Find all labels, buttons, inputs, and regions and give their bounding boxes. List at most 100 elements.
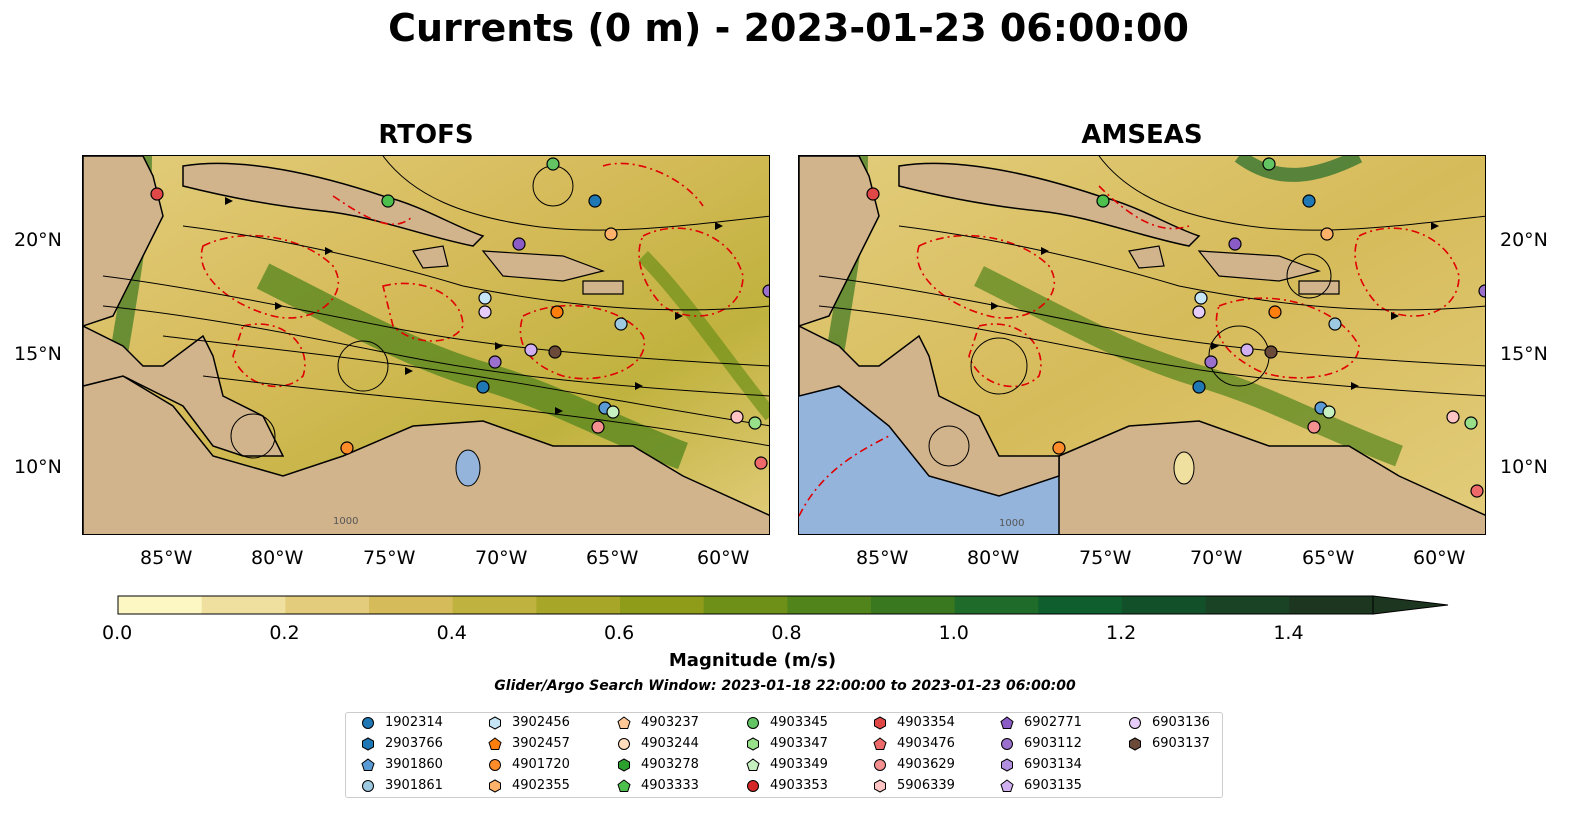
streamlines bbox=[102, 156, 769, 459]
land-puerto-rico bbox=[582, 280, 624, 295]
legend-marker-icon bbox=[361, 757, 375, 771]
float-markers bbox=[150, 157, 769, 470]
bathymetry-contour-label: 1000 bbox=[999, 518, 1024, 529]
colorbar-segment bbox=[1122, 596, 1207, 614]
streamline-arrows bbox=[225, 197, 723, 415]
colorbar-segment bbox=[787, 596, 872, 614]
lon-tick-label: 80°W bbox=[251, 547, 304, 569]
legend-label: 4903244 bbox=[641, 736, 699, 751]
land-south-america bbox=[83, 375, 769, 534]
legend-label: 1902314 bbox=[385, 715, 443, 730]
legend-item: 4903629 bbox=[873, 757, 955, 772]
legend-label: 6902771 bbox=[1024, 715, 1082, 730]
legend-label: 4903237 bbox=[641, 715, 699, 730]
legend-item: 2903766 bbox=[361, 736, 443, 751]
current-band bbox=[1234, 156, 1363, 182]
legend-marker-icon bbox=[489, 778, 501, 793]
lon-tick-label: 60°W bbox=[697, 547, 750, 569]
current-band bbox=[974, 266, 1403, 467]
lon-tick-label: 70°W bbox=[1190, 547, 1243, 569]
legend-marker-icon bbox=[489, 758, 501, 771]
legend-marker-icon bbox=[1001, 757, 1013, 772]
legend-label: 4901720 bbox=[512, 757, 570, 772]
legend-label: 4903353 bbox=[770, 778, 828, 793]
land-central-america bbox=[799, 325, 1060, 497]
legend-label: 4903476 bbox=[897, 736, 955, 751]
legend-marker-icon bbox=[618, 737, 630, 750]
map-panel-rtofs: 1000 bbox=[82, 155, 770, 535]
colorbar-segment bbox=[871, 596, 956, 614]
lat-tick-label: 15°N bbox=[14, 343, 62, 365]
legend-marker-icon bbox=[362, 779, 374, 792]
legend-item: 1902314 bbox=[361, 715, 443, 730]
legend-item: 5906339 bbox=[873, 778, 955, 793]
legend-item: 4903353 bbox=[746, 778, 828, 793]
legend-item: 4903347 bbox=[746, 736, 828, 751]
lon-tick-label: 60°W bbox=[1413, 547, 1466, 569]
land-south-america bbox=[1058, 420, 1485, 534]
legend-label: 4903349 bbox=[770, 757, 828, 772]
bathymetry-contour-label: 1000 bbox=[333, 516, 358, 527]
colorbar-segment bbox=[620, 596, 705, 614]
colorbar-tick-label: 0.0 bbox=[102, 622, 133, 644]
legend-label: 6903135 bbox=[1024, 778, 1082, 793]
land-yucatan bbox=[83, 156, 164, 327]
colorbar-segments bbox=[117, 595, 1374, 615]
search-window-text: Glider/Argo Search Window: 2023-01-18 22… bbox=[494, 678, 1076, 694]
lat-tick-label: 10°N bbox=[14, 456, 62, 478]
colorbar-segment bbox=[1038, 596, 1123, 614]
colorbar-segment bbox=[1289, 596, 1374, 614]
land-jamaica bbox=[1128, 245, 1165, 269]
colorbar-segment bbox=[369, 596, 454, 614]
legend-label: 4903347 bbox=[770, 736, 828, 751]
legend-marker-icon bbox=[873, 736, 887, 750]
float-markers bbox=[866, 157, 1485, 498]
colorbar-segment bbox=[201, 596, 286, 614]
legend-marker-icon bbox=[1001, 737, 1013, 750]
legend-item: 6903112 bbox=[1000, 736, 1082, 751]
legend-marker-icon bbox=[874, 715, 886, 730]
legend-item: 4903244 bbox=[617, 736, 699, 751]
figure-title: Currents (0 m) - 2023-01-23 06:00:00 bbox=[388, 6, 1189, 50]
colorbar-segment bbox=[452, 596, 537, 614]
lon-tick-label: 75°W bbox=[1079, 547, 1132, 569]
legend-item: 6903136 bbox=[1128, 715, 1210, 730]
legend-item: 4903333 bbox=[617, 778, 699, 793]
colorbar-tick-label: 0.6 bbox=[604, 622, 635, 644]
legend-item: 4903476 bbox=[873, 736, 955, 751]
legend-marker-icon bbox=[489, 715, 501, 730]
legend-label: 4903345 bbox=[770, 715, 828, 730]
colorbar-tick-label: 1.2 bbox=[1106, 622, 1137, 644]
legend-item: 4903354 bbox=[873, 715, 955, 730]
legend-label: 3901861 bbox=[385, 778, 443, 793]
lat-tick-label: 15°N bbox=[1500, 343, 1548, 365]
legend-marker-icon bbox=[617, 715, 631, 729]
lon-tick-label: 80°W bbox=[967, 547, 1020, 569]
legend-item: 3902457 bbox=[488, 736, 570, 751]
legend-marker-icon bbox=[747, 779, 759, 792]
legend-marker-icon bbox=[362, 736, 374, 751]
eddy-contours bbox=[200, 162, 744, 388]
legend-marker-icon bbox=[746, 757, 760, 771]
legend-item: 4901720 bbox=[488, 757, 570, 772]
legend-item: 6903135 bbox=[1000, 778, 1082, 793]
panel-title-amseas: AMSEAS bbox=[1081, 120, 1203, 150]
current-band bbox=[638, 251, 769, 421]
legend-marker-icon bbox=[1129, 716, 1141, 729]
map-amseas-svg: 1000 bbox=[799, 156, 1485, 534]
colorbar-segment bbox=[703, 596, 788, 614]
colorbar-segment bbox=[1205, 596, 1290, 614]
lon-tick-label: 75°W bbox=[363, 547, 416, 569]
legend-marker-icon bbox=[747, 716, 759, 729]
current-band bbox=[256, 263, 688, 470]
legend-item: 4903345 bbox=[746, 715, 828, 730]
lon-tick-label: 85°W bbox=[856, 547, 909, 569]
legend-label: 3901860 bbox=[385, 757, 443, 772]
land-hispaniola bbox=[481, 250, 606, 282]
legend-item: 3901861 bbox=[361, 778, 443, 793]
colorbar-segment bbox=[954, 596, 1039, 614]
legend-marker-icon bbox=[874, 778, 886, 793]
legend-label: 4903333 bbox=[641, 778, 699, 793]
colorbar-tick-label: 1.4 bbox=[1273, 622, 1304, 644]
land-jamaica bbox=[412, 245, 449, 269]
